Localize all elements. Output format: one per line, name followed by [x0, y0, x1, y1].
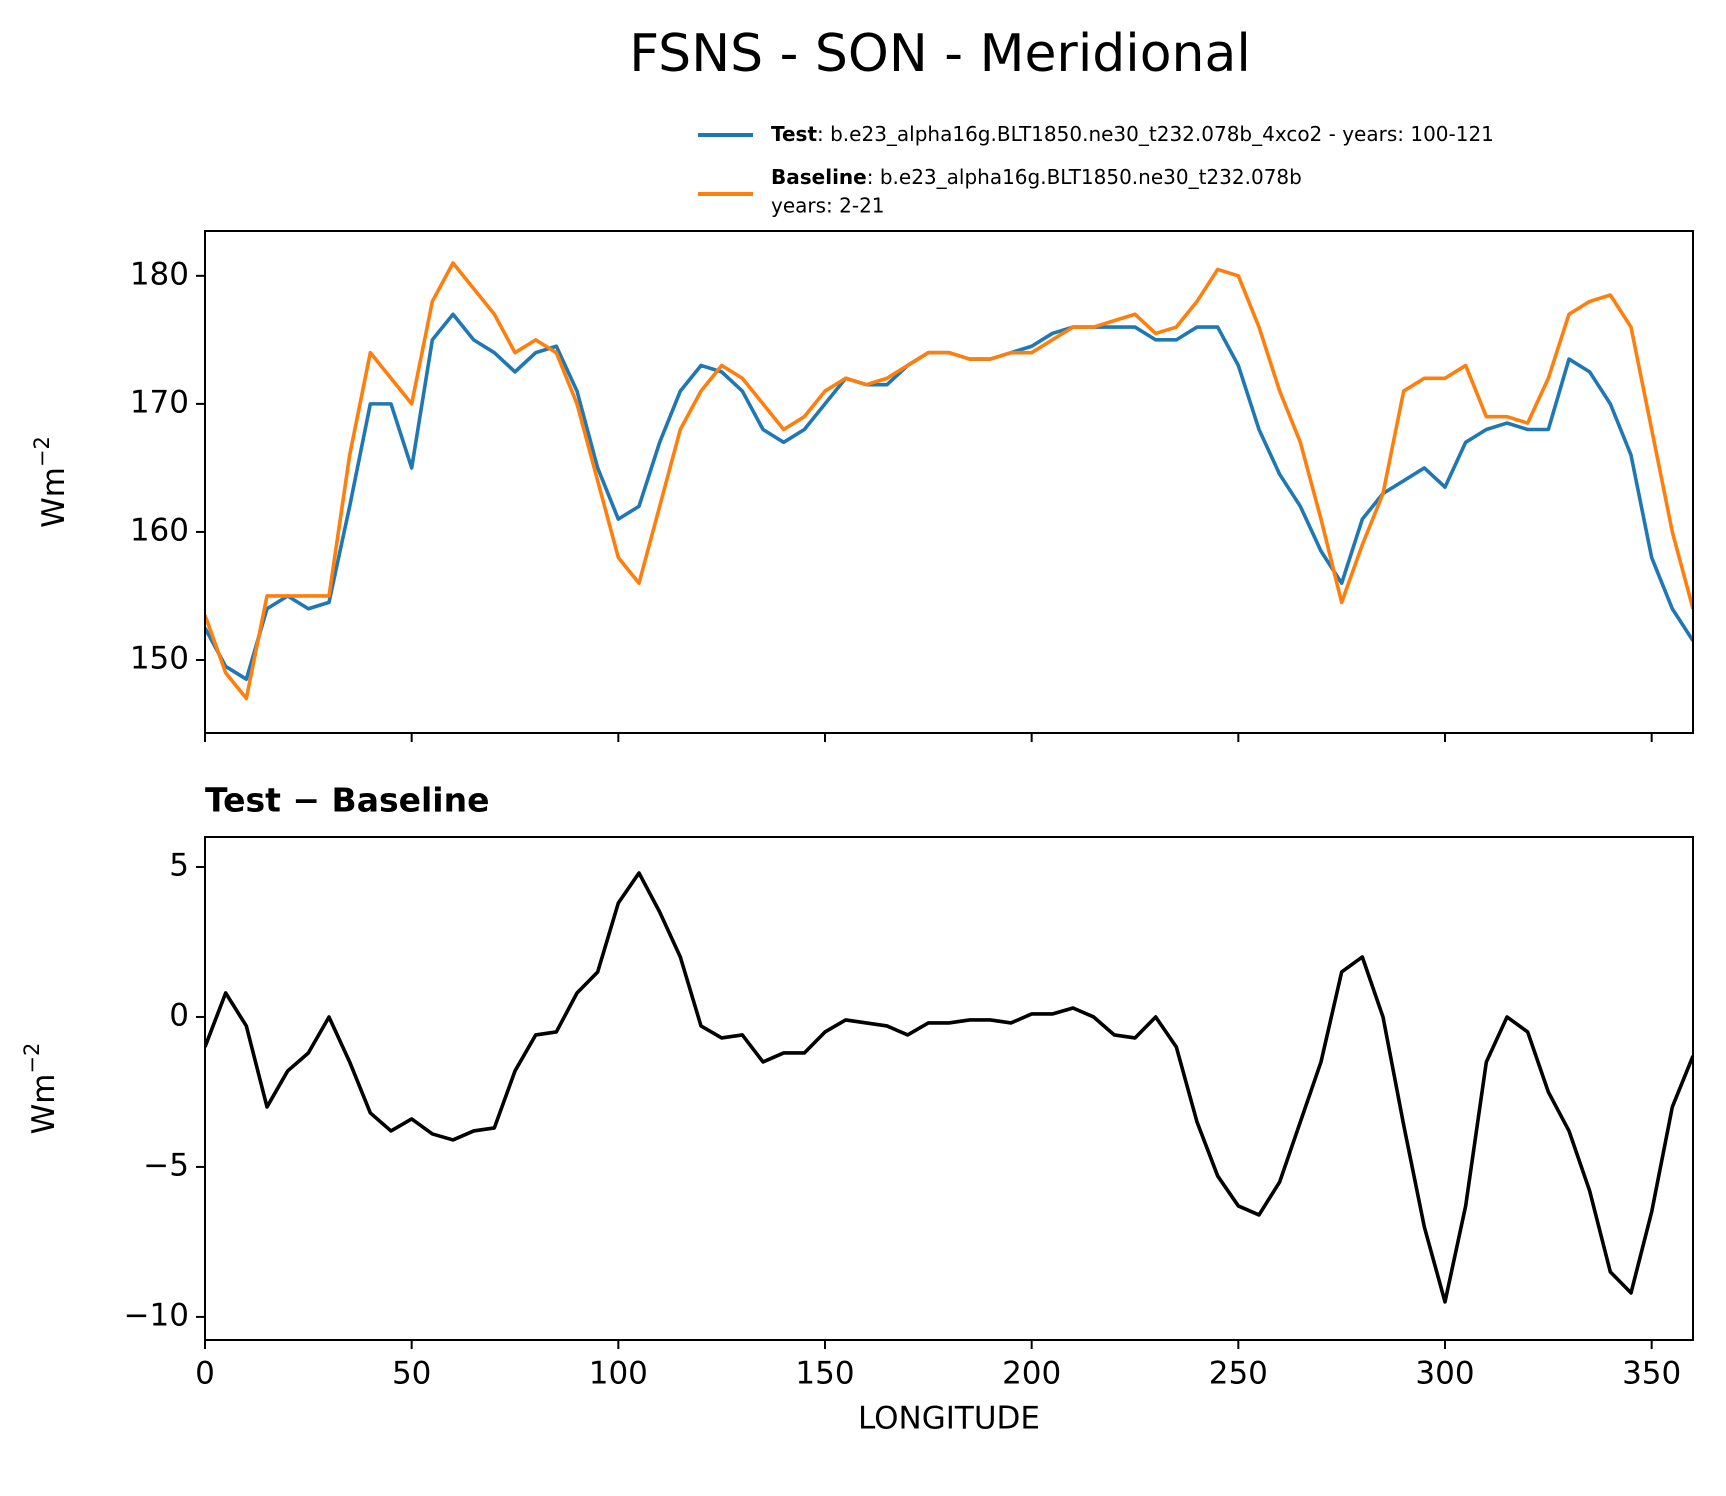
- axes-frame: [204, 836, 1694, 1341]
- y-tick-label: 150: [130, 641, 189, 677]
- x-tick-label: 200: [1002, 1356, 1061, 1392]
- x-tick-label: 50: [392, 1356, 431, 1392]
- subplot-title: Test − Baseline: [205, 781, 490, 820]
- y-tick-label: −10: [124, 1297, 189, 1333]
- data-line: [205, 871, 1693, 1304]
- x-tick-label: 350: [1622, 1356, 1681, 1392]
- y-label-base: Wm: [36, 467, 72, 528]
- legend-description: : b.e23_alpha16g.BLT1850.ne30_t232.078b_…: [817, 122, 1494, 146]
- legend-name: Baseline: [771, 165, 867, 189]
- y-tick-label: 5: [169, 847, 189, 883]
- x-tick-label: 150: [795, 1356, 854, 1392]
- y-label-exp: −2: [20, 1043, 44, 1074]
- x-tick-label: 300: [1415, 1356, 1474, 1392]
- y-label-base: Wm: [26, 1074, 62, 1135]
- legend-description: : b.e23_alpha16g.BLT1850.ne30_t232.078b: [867, 165, 1302, 189]
- legend-label: Test: b.e23_alpha16g.BLT1850.ne30_t232.0…: [771, 122, 1494, 146]
- y-tick-label: 170: [130, 384, 189, 420]
- x-tick-label: 0: [195, 1356, 215, 1392]
- y-tick-label: 160: [130, 512, 189, 548]
- legend-name: Test: [771, 122, 817, 146]
- y-label-exp: −2: [30, 436, 54, 467]
- axes-frame: [204, 230, 1694, 734]
- x-tick-label: 100: [589, 1356, 648, 1392]
- y-tick-label: 180: [130, 256, 189, 292]
- y-tick-label: −5: [143, 1147, 189, 1183]
- legend-label: Baseline: b.e23_alpha16g.BLT1850.ne30_t2…: [771, 165, 1302, 189]
- x-axis-label: LONGITUDE: [858, 1401, 1040, 1437]
- data-line: [205, 312, 1693, 682]
- legend-label-line2: years: 2-21: [771, 194, 885, 218]
- figure-title: FSNS - SON - Meridional: [629, 24, 1251, 84]
- x-tick-label: 250: [1209, 1356, 1268, 1392]
- y-axis-label: Wm−2: [20, 1043, 62, 1135]
- data-line: [205, 261, 1693, 701]
- y-tick-label: 0: [169, 997, 189, 1033]
- y-axis-label: Wm−2: [30, 436, 72, 528]
